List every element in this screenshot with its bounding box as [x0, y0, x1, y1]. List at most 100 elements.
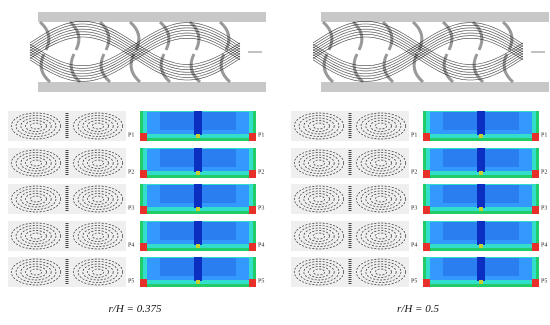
- streamline: [312, 35, 524, 79]
- position-label: P5: [411, 278, 417, 284]
- streamline: [312, 34, 524, 78]
- vortex: [370, 266, 392, 278]
- contour-core: [477, 221, 485, 245]
- vortex: [82, 227, 114, 245]
- vortex: [308, 230, 330, 242]
- contour-warm: [196, 280, 200, 284]
- blade: [39, 53, 52, 84]
- vortex: [87, 230, 109, 242]
- contour-hot: [249, 133, 256, 141]
- vortex: [82, 117, 114, 135]
- vortex: [293, 222, 345, 250]
- vortex: [25, 157, 47, 169]
- streamline: [29, 35, 241, 79]
- blade: [501, 20, 514, 51]
- contour-core: [194, 111, 202, 135]
- vortex: [370, 193, 392, 205]
- contour-warm: [479, 244, 483, 248]
- streamline: [29, 38, 241, 82]
- contour-warm: [196, 171, 200, 175]
- position-label: P1: [541, 132, 547, 138]
- contour-plot: [140, 148, 256, 178]
- vortex: [374, 122, 388, 130]
- vortex: [308, 157, 330, 169]
- streamline: [29, 23, 241, 68]
- streamline: [312, 28, 524, 73]
- streamline: [29, 28, 241, 73]
- contour-hot: [249, 206, 256, 214]
- vector-plot: [291, 184, 409, 214]
- streamline: [312, 38, 524, 82]
- vector-plot: [8, 184, 126, 214]
- position-label: P2: [541, 169, 547, 175]
- contour-warm: [479, 280, 483, 284]
- vortex: [293, 258, 345, 286]
- streamline: [29, 30, 241, 74]
- blade: [69, 53, 82, 84]
- streamline: [312, 23, 524, 68]
- position-label: P1: [128, 132, 134, 138]
- blade: [352, 53, 365, 84]
- vortex: [20, 117, 52, 135]
- streamline: [312, 32, 524, 77]
- streamline: [312, 31, 524, 76]
- vortex: [72, 185, 124, 213]
- contour-hot: [249, 243, 256, 251]
- vortex: [360, 261, 402, 283]
- streamline: [29, 34, 241, 78]
- blade: [441, 20, 454, 51]
- vortex: [370, 120, 392, 132]
- contour-plot: [140, 111, 256, 141]
- position-label: P5: [541, 278, 547, 284]
- vortex: [355, 258, 407, 286]
- contour-core: [477, 111, 485, 135]
- vortex: [82, 190, 114, 208]
- vortex: [82, 154, 114, 172]
- contour-hot: [140, 170, 147, 178]
- contour-hot: [423, 206, 430, 214]
- vortex: [15, 261, 57, 283]
- streamline: [29, 27, 241, 72]
- streamline-view: [29, 12, 266, 92]
- caption: r/H = 0.375: [109, 303, 162, 315]
- contour-core: [477, 257, 485, 281]
- vortex: [298, 115, 340, 137]
- contour-hot: [423, 243, 430, 251]
- streamline: [312, 27, 524, 72]
- vector-plot: [8, 148, 126, 178]
- vortex: [15, 152, 57, 174]
- vortex: [370, 157, 392, 169]
- contour-core: [194, 257, 202, 281]
- blade: [442, 53, 455, 84]
- vortex: [15, 225, 57, 247]
- vortex: [77, 225, 119, 247]
- contour-hot: [532, 243, 539, 251]
- vortex: [29, 122, 43, 130]
- vortex: [355, 112, 407, 140]
- vortex: [312, 159, 326, 167]
- vector-plot: [291, 221, 409, 251]
- vortex: [25, 266, 47, 278]
- wall: [38, 82, 266, 92]
- vortex: [360, 188, 402, 210]
- vortex: [10, 149, 62, 177]
- vortex: [91, 195, 105, 203]
- vortex: [374, 268, 388, 276]
- vector-plot: [291, 148, 409, 178]
- vortex: [87, 266, 109, 278]
- contour-hot: [423, 133, 430, 141]
- vector-plot: [8, 257, 126, 287]
- position-label: P4: [128, 242, 134, 248]
- vortex: [10, 185, 62, 213]
- vortex: [29, 232, 43, 240]
- vector-plot: [8, 111, 126, 141]
- position-label: P2: [258, 169, 264, 175]
- position-label: P2: [411, 169, 417, 175]
- vortex: [298, 188, 340, 210]
- contour-hot: [140, 279, 147, 287]
- blade: [68, 20, 81, 51]
- vortex: [312, 195, 326, 203]
- contour-core: [194, 148, 202, 172]
- contour-core: [477, 184, 485, 208]
